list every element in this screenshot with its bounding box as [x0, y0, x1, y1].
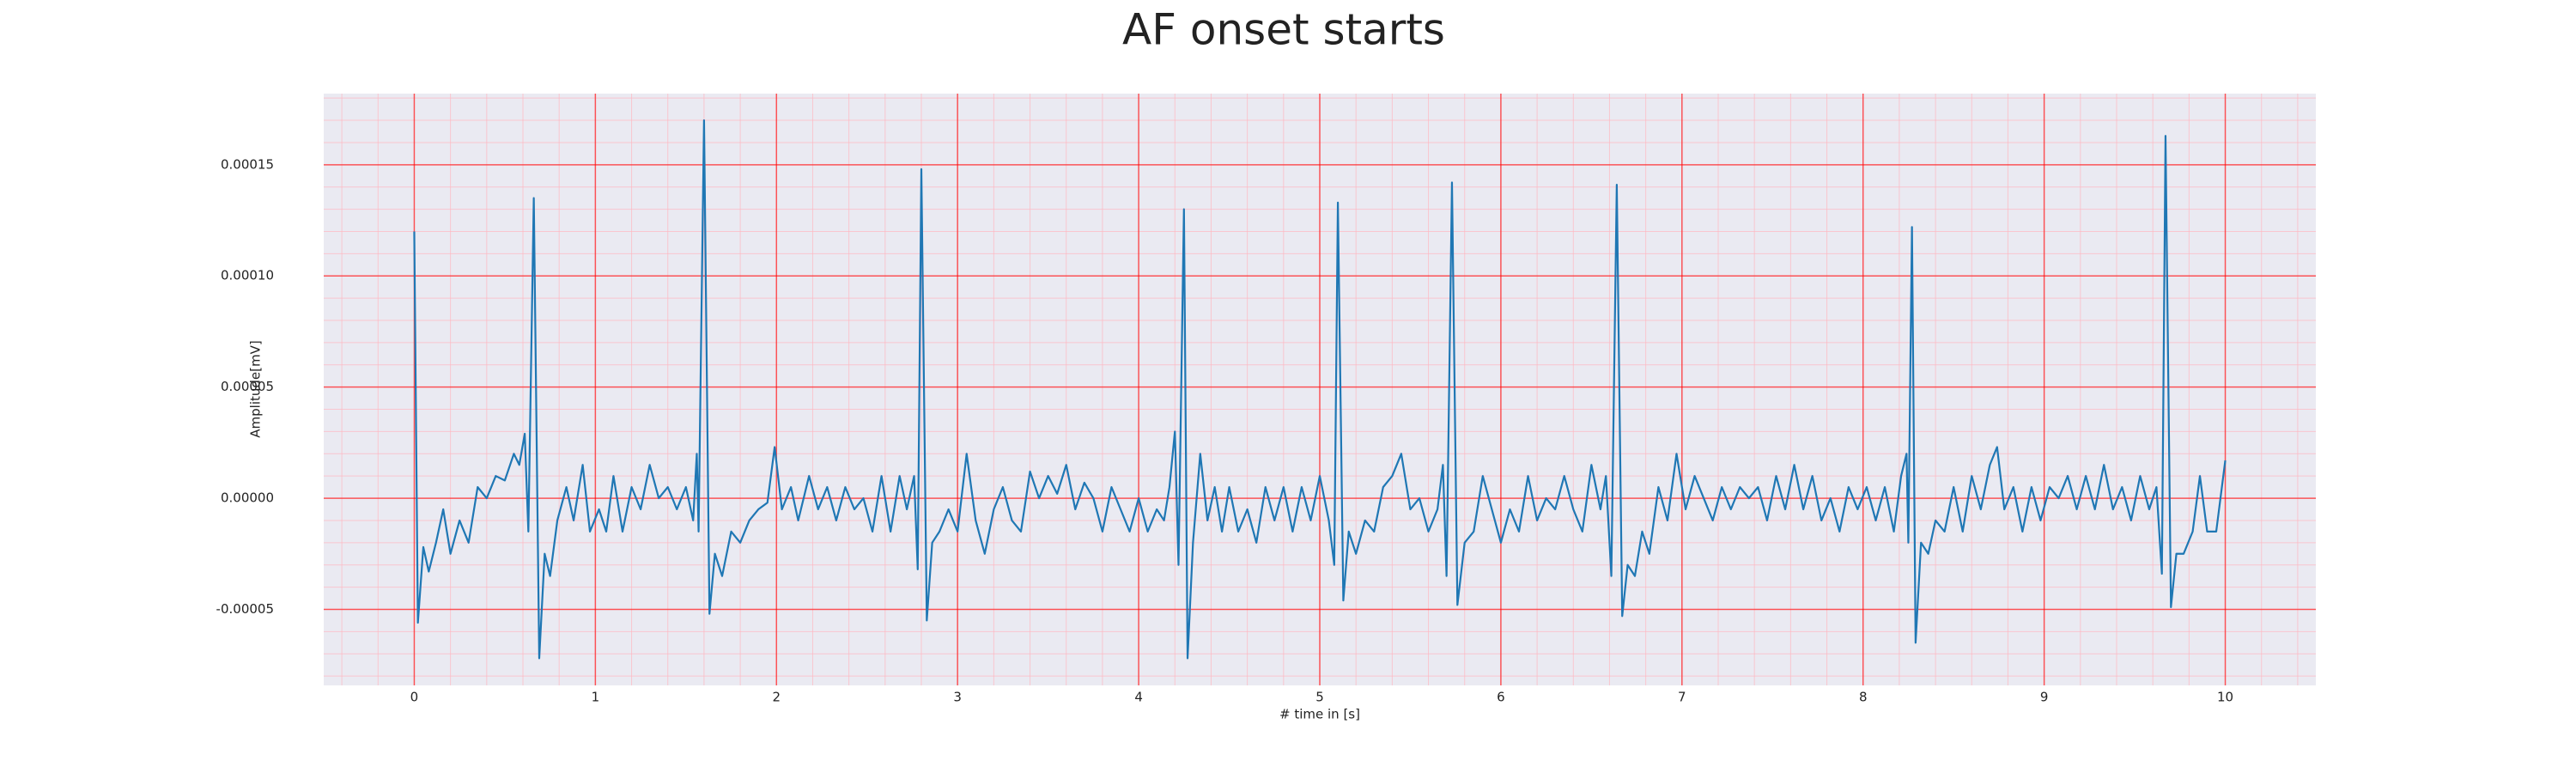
y-tick-label: 0.00010 [221, 268, 274, 283]
x-tick-label: 1 [592, 690, 600, 705]
y-tick-label: 0.00005 [221, 379, 274, 394]
x-tick-label: 4 [1134, 690, 1143, 705]
y-tick-label: -0.00005 [216, 601, 274, 617]
chart-title: AF onset starts [1122, 5, 1445, 55]
y-axis-label: Amplitude[mV] [248, 340, 264, 437]
y-tick-label: 0.00000 [221, 490, 274, 506]
x-tick-label: 2 [772, 690, 781, 705]
x-tick-label: 10 [2217, 690, 2233, 705]
x-tick-label: 6 [1497, 690, 1505, 705]
x-axis-label: # time in [s] [1279, 707, 1360, 722]
x-tick-label: 7 [1678, 690, 1686, 705]
y-tick-label: 0.00015 [221, 156, 274, 172]
x-tick-label: 0 [410, 690, 419, 705]
x-tick-label: 8 [1859, 690, 1868, 705]
signal-line [413, 119, 2227, 660]
x-tick-label: 9 [2040, 690, 2049, 705]
x-tick-label: 5 [1315, 690, 1324, 705]
x-tick-label: 3 [953, 690, 962, 705]
